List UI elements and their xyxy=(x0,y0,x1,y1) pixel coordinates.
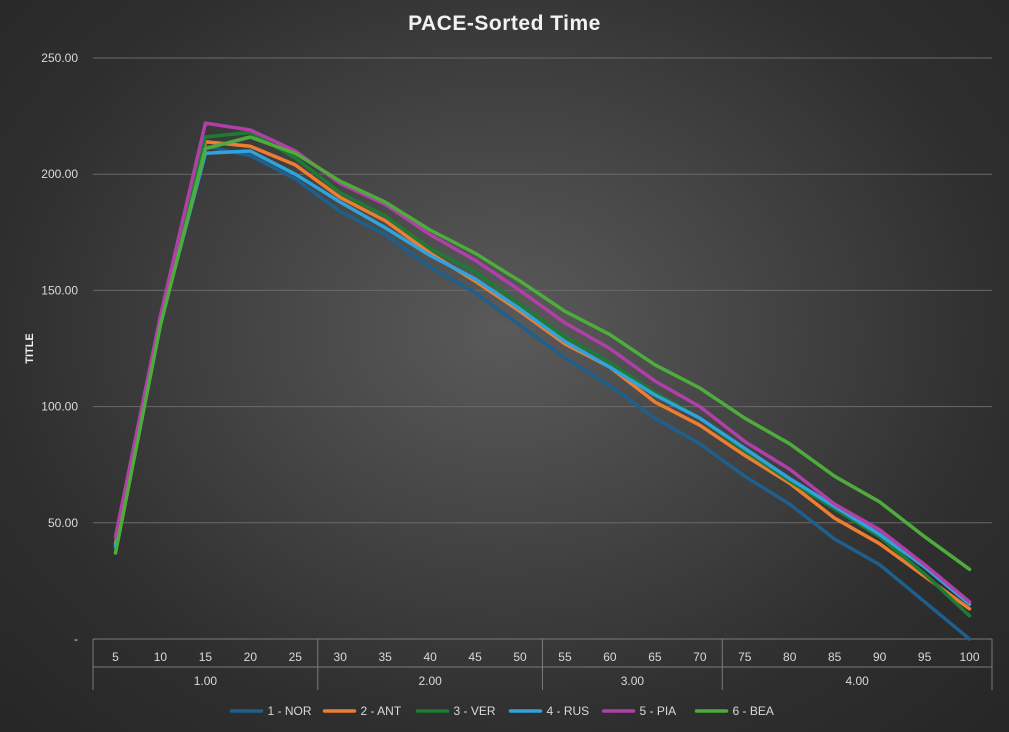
x-tick-label: 5 xyxy=(112,650,119,664)
x-tick-label: 35 xyxy=(378,650,392,664)
legend-entry: 1 - NOR xyxy=(268,704,312,718)
x-tick-label: 65 xyxy=(648,650,662,664)
legend-entry: 5 - PIA xyxy=(640,704,677,718)
x-tick-label: 75 xyxy=(738,650,752,664)
legend-entry: 6 - BEA xyxy=(733,704,774,718)
group-label: 2.00 xyxy=(418,674,442,688)
legend-entry: 4 - RUS xyxy=(547,704,590,718)
y-tick-label: 150.00 xyxy=(41,283,78,297)
x-tick-label: 85 xyxy=(828,650,842,664)
chart-title: PACE-Sorted Time xyxy=(408,12,601,35)
series-line-4 xyxy=(113,149,972,606)
series-layer xyxy=(113,121,972,641)
group-label: 1.00 xyxy=(194,674,218,688)
x-tick-label: 60 xyxy=(603,650,617,664)
y-tick-label: 200.00 xyxy=(41,167,78,181)
x-tick-label: 70 xyxy=(693,650,707,664)
x-tick-label: 80 xyxy=(783,650,797,664)
x-tick-label: 90 xyxy=(873,650,887,664)
legend-layer: 1 - NOR 2 - ANT 3 - VER 4 - RUS 5 - PIA 6 - B… xyxy=(229,704,774,718)
series-line-2 xyxy=(113,139,972,611)
group-label: 4.00 xyxy=(845,674,869,688)
x-tick-label: 30 xyxy=(334,650,348,664)
x-tick-label: 15 xyxy=(199,650,213,664)
x-tick-label: 10 xyxy=(154,650,168,664)
series-line-1 xyxy=(113,144,972,641)
legend-entry: 3 - VER xyxy=(454,704,496,718)
x-tick-label: 40 xyxy=(423,650,437,664)
x-tick-label: 55 xyxy=(558,650,572,664)
x-tick-label: 25 xyxy=(289,650,303,664)
x-tick-label: 50 xyxy=(513,650,527,664)
x-tick-label: 45 xyxy=(468,650,482,664)
x-tick-label: 95 xyxy=(918,650,932,664)
y-tick-label: - xyxy=(74,632,78,646)
y-tick-label: 250.00 xyxy=(41,51,78,65)
axis-layer: - 50.00 100.00 150.00 200.00 250.00 5 10 15 20 25 3… xyxy=(24,51,993,690)
x-tick-label: 100 xyxy=(960,650,980,664)
series-line-5 xyxy=(113,121,972,604)
group-label: 3.00 xyxy=(621,674,645,688)
series-line-6 xyxy=(113,135,972,572)
y-axis-label: TITLE xyxy=(24,333,36,364)
x-tick-label: 20 xyxy=(244,650,258,664)
series-line-3 xyxy=(113,130,972,618)
legend-entry: 2 - ANT xyxy=(361,704,402,718)
y-tick-label: 50.00 xyxy=(48,516,78,530)
y-tick-label: 100.00 xyxy=(41,400,78,414)
